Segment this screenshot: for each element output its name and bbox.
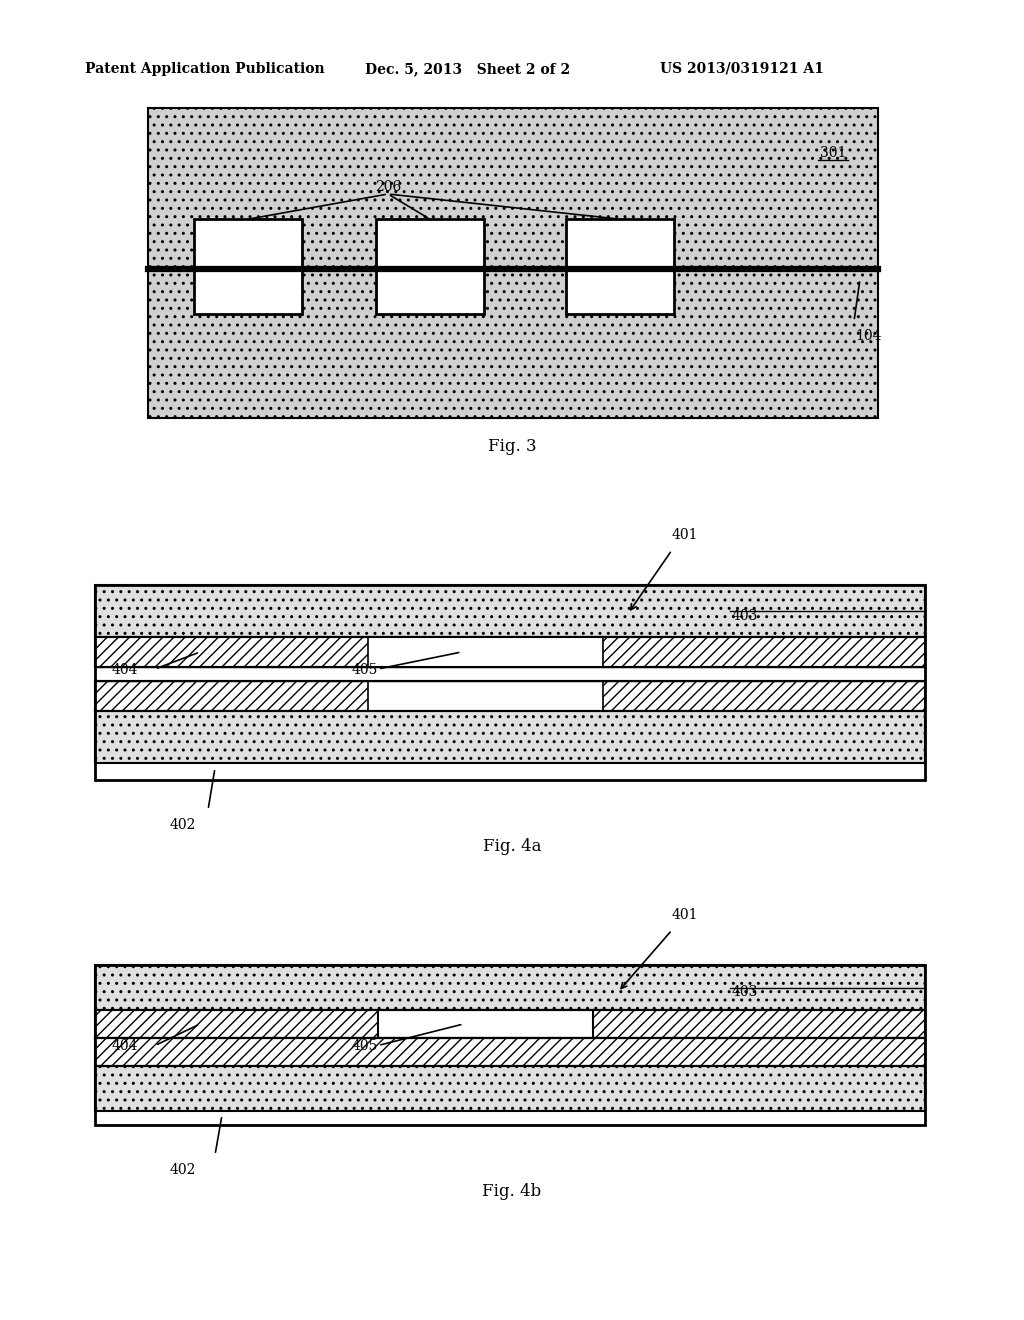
Bar [566, 219, 674, 314]
Bar [148, 108, 878, 418]
Text: 104: 104 [855, 329, 882, 343]
Bar [376, 219, 484, 314]
Text: Dec. 5, 2013   Sheet 2 of 2: Dec. 5, 2013 Sheet 2 of 2 [365, 62, 570, 77]
Text: 404: 404 [112, 663, 138, 677]
Text: US 2013/0319121 A1: US 2013/0319121 A1 [660, 62, 824, 77]
Text: 301: 301 [820, 147, 847, 160]
Bar [95, 965, 925, 1125]
Bar [95, 711, 925, 763]
Text: 404: 404 [112, 1040, 138, 1053]
Bar [368, 638, 602, 667]
Bar [378, 1010, 593, 1038]
Bar [95, 667, 925, 681]
Text: Patent Application Publication: Patent Application Publication [85, 62, 325, 77]
Bar [95, 1038, 925, 1067]
Text: 405: 405 [352, 663, 379, 677]
Bar [194, 219, 302, 314]
Text: 405: 405 [352, 1040, 379, 1053]
Text: 401: 401 [672, 528, 698, 543]
Bar [95, 1010, 925, 1038]
Bar [95, 585, 925, 638]
Bar [95, 681, 925, 711]
Bar [95, 585, 925, 780]
Text: 403: 403 [732, 986, 759, 999]
Text: 402: 402 [170, 1163, 197, 1177]
Text: Fig. 4a: Fig. 4a [482, 838, 542, 855]
Text: 206: 206 [375, 180, 401, 194]
Bar [368, 681, 602, 711]
Text: Fig. 3: Fig. 3 [487, 438, 537, 455]
Text: Fig. 4b: Fig. 4b [482, 1183, 542, 1200]
Bar [95, 965, 925, 1010]
Bar [95, 1067, 925, 1111]
Bar [95, 638, 925, 667]
Text: 402: 402 [170, 818, 197, 832]
Text: 401: 401 [672, 908, 698, 921]
Text: 403: 403 [732, 609, 759, 623]
